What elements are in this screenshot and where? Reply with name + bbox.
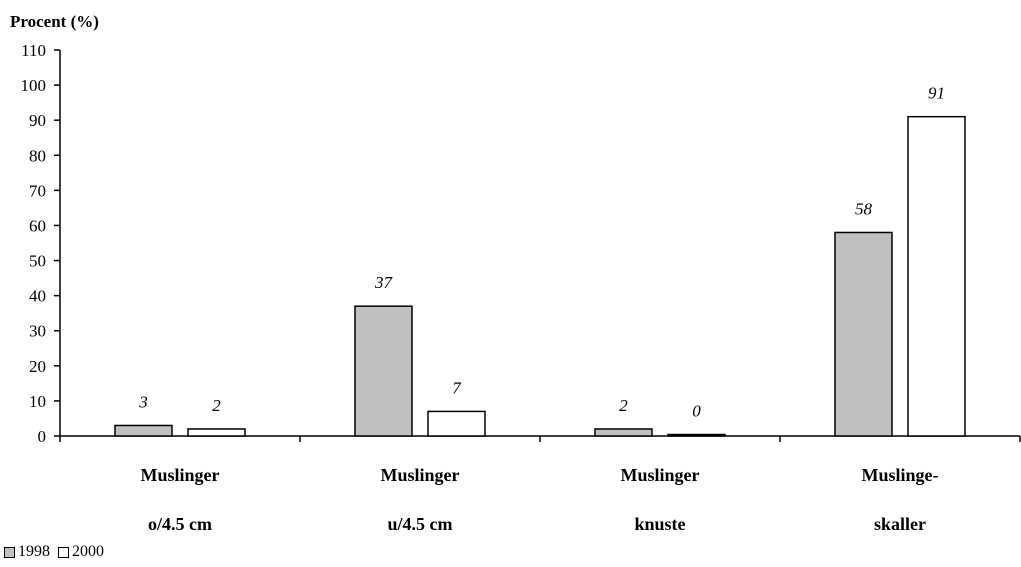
category-label-line1: Muslinger — [141, 465, 220, 485]
y-tick-label: 40 — [29, 287, 46, 306]
y-tick-label: 80 — [29, 146, 46, 165]
data-label-2000-1: 7 — [452, 378, 462, 397]
y-tick-label: 20 — [29, 357, 46, 376]
data-label-2000-3: 91 — [928, 84, 945, 103]
bar-2000-1 — [427, 410, 486, 437]
y-tick-label: 30 — [29, 322, 46, 341]
category-label-line1: Muslinger — [621, 465, 700, 485]
legend-label-2000: 2000 — [72, 543, 104, 560]
data-label-1998-0: 3 — [138, 392, 148, 411]
bar-2000-2 — [667, 433, 726, 437]
data-label-2000-2: 0 — [692, 402, 701, 421]
y-tick-label: 90 — [29, 111, 46, 130]
y-axis-title: Procent (%) — [10, 12, 99, 31]
category-label-line1: Muslinger — [381, 465, 460, 485]
category-label-line2: knuste — [634, 514, 685, 534]
y-tick-label: 100 — [21, 76, 47, 95]
legend-swatch-2000 — [58, 546, 69, 558]
y-tick-label: 60 — [29, 216, 46, 235]
y-tick-label: 10 — [29, 392, 46, 411]
bar-2000-3 — [907, 115, 966, 437]
bar-2000-0 — [187, 428, 246, 437]
category-label-line2: skaller — [874, 514, 926, 534]
data-label-1998-3: 58 — [855, 199, 873, 218]
y-tick-label: 50 — [29, 252, 46, 271]
y-tick-label: 110 — [21, 41, 46, 60]
y-tick-label: 0 — [38, 427, 47, 446]
legend-swatch-1998 — [4, 546, 15, 558]
legend-label-1998: 1998 — [18, 543, 50, 560]
y-tick-label: 70 — [29, 181, 46, 200]
legend-item-2000: 2000 — [58, 543, 104, 561]
category-label-line1: Muslinge- — [861, 465, 938, 485]
bar-1998-1 — [354, 305, 413, 437]
data-label-1998-2: 2 — [619, 396, 628, 415]
legend-item-1998: 1998 — [4, 543, 50, 561]
data-label-1998-1: 37 — [374, 273, 394, 292]
category-label-line2: o/4.5 cm — [148, 514, 212, 534]
data-label-2000-0: 2 — [212, 396, 221, 415]
bar-1998-3 — [834, 231, 893, 437]
bar-1998-0 — [114, 424, 173, 437]
category-label-line2: u/4.5 cm — [388, 514, 453, 534]
bar-1998-2 — [594, 428, 653, 437]
legend: 1998 2000 — [4, 543, 112, 561]
